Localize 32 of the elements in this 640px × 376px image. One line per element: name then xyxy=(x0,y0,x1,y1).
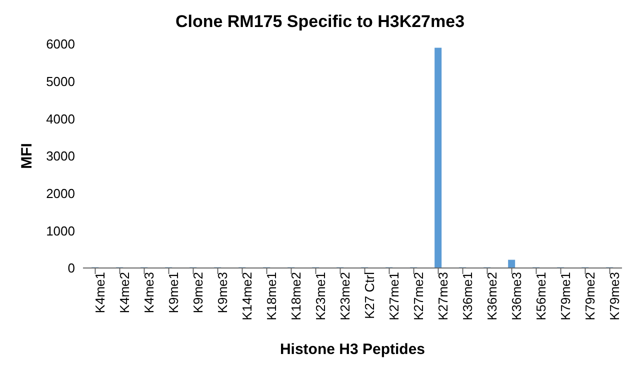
y-tick-label: 1000 xyxy=(46,223,75,238)
x-tick-label: K56me1 xyxy=(533,272,548,320)
x-tick-label: K79me1 xyxy=(558,272,573,320)
x-tick-label: K9me2 xyxy=(190,272,206,314)
x-tick-label: K18me1 xyxy=(264,272,279,320)
x-tick-label: K18me2 xyxy=(288,272,304,320)
x-tick-label: K79me3 xyxy=(606,272,622,320)
x-tick-label: K27 Ctrl xyxy=(362,272,377,319)
x-tick-label: K36me1 xyxy=(460,272,475,320)
x-tick-label: K14me2 xyxy=(239,272,254,320)
x-tick-label: K27me3 xyxy=(435,272,450,320)
x-tick-label: K9me1 xyxy=(166,272,181,314)
x-tick-label: K23me2 xyxy=(337,272,352,320)
x-tick-label: K36me2 xyxy=(484,272,500,320)
x-tick-label: K27me2 xyxy=(410,272,426,320)
x-axis-title: Histone H3 Peptides xyxy=(280,341,426,358)
y-tick-label: 0 xyxy=(68,260,75,276)
x-tick-label: K4me3 xyxy=(141,272,156,314)
y-tick-label: 6000 xyxy=(46,36,75,52)
y-axis-title: MFI xyxy=(18,143,36,169)
x-tick-label: K4me2 xyxy=(116,272,132,314)
y-tick-label: 5000 xyxy=(46,74,75,89)
x-tick-label: K23me1 xyxy=(312,272,328,320)
x-tick-label: K4me1 xyxy=(92,272,108,314)
x-tick-label: K36me3 xyxy=(508,272,524,320)
x-tick-label: K9me3 xyxy=(214,272,230,314)
y-tick-label: 2000 xyxy=(46,186,75,201)
x-tick-label: K79me2 xyxy=(582,272,598,320)
chart-title: Clone RM175 Specific to H3K27me3 xyxy=(174,11,466,33)
y-tick-label: 4000 xyxy=(46,111,75,126)
y-tick-label: 3000 xyxy=(46,148,75,164)
x-tick-label: K27me1 xyxy=(386,272,402,320)
